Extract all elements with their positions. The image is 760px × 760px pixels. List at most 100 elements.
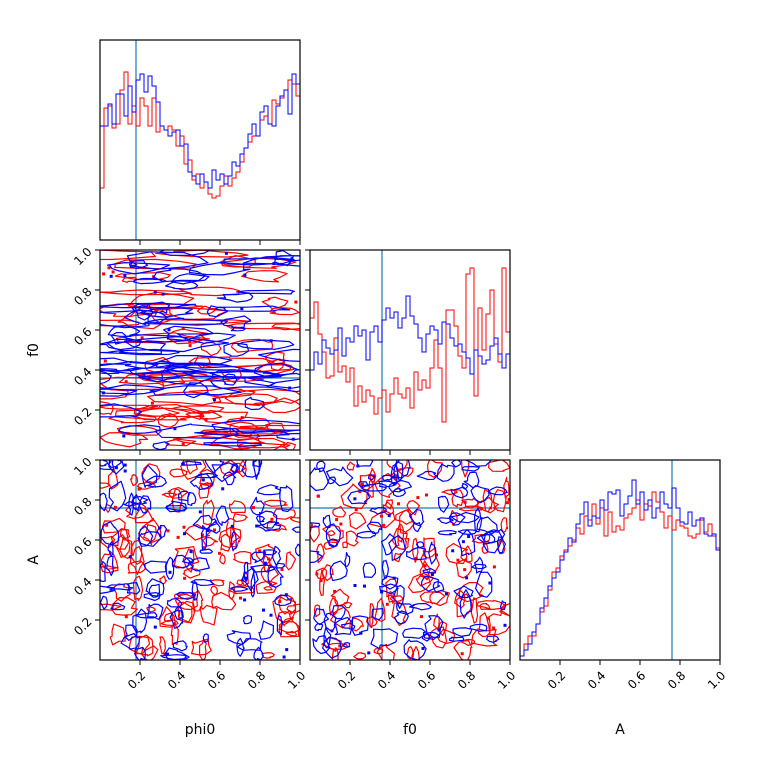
contour-red <box>184 523 213 541</box>
contour-red <box>429 590 450 607</box>
contour-blue <box>242 615 253 625</box>
contour-red <box>100 535 115 549</box>
y-tick-label: 0.4 <box>71 575 94 598</box>
contour-red <box>488 460 510 472</box>
contour-red <box>477 612 491 638</box>
contour-red <box>228 500 246 514</box>
contour-red <box>330 588 350 607</box>
contour-blue <box>250 564 276 573</box>
contour-blue <box>100 368 120 375</box>
contour-red <box>460 638 476 646</box>
contour-red <box>349 617 364 632</box>
contour-blue <box>314 623 324 632</box>
contour-red <box>158 307 229 321</box>
y-axis-label-A: A <box>26 555 42 565</box>
contour-blue <box>393 460 404 479</box>
contour-red <box>232 424 300 432</box>
contour-blue <box>312 635 331 655</box>
contour-blue <box>437 530 457 536</box>
contour-red <box>492 489 507 513</box>
contour-dot-blue <box>153 290 157 294</box>
contour-blue <box>251 551 265 564</box>
contour-blue <box>475 571 493 598</box>
contour-blue <box>408 602 432 611</box>
x-axis-label-f0: f0 <box>403 722 417 738</box>
contour-dot-blue <box>181 462 185 466</box>
contour-dot-red <box>188 344 192 348</box>
hist-phi0-blue <box>99 73 301 240</box>
contour-dot-red <box>113 505 117 509</box>
contour-red <box>129 545 145 575</box>
contour-dot-red <box>435 553 439 557</box>
contour-blue <box>171 554 191 569</box>
contour-dot-red <box>423 564 427 568</box>
contour-blue <box>100 338 142 351</box>
contour-red <box>100 401 114 416</box>
contour-dot-blue <box>158 526 162 530</box>
contour-blue <box>139 307 194 318</box>
contour-blue <box>123 334 188 343</box>
contour-blue <box>474 556 484 574</box>
contour-blue <box>145 475 167 488</box>
contour-blue <box>108 460 125 475</box>
x-tick-label: 1.0 <box>495 668 518 691</box>
contour-blue <box>208 520 221 534</box>
contour-blue <box>100 460 109 467</box>
contour-dot-red <box>420 615 423 619</box>
contour-blue <box>356 530 377 539</box>
contour-blue <box>452 627 473 638</box>
contour-dot-red <box>200 533 204 537</box>
contour-red <box>272 596 297 624</box>
contour-blue <box>145 578 165 597</box>
contour-blue <box>230 530 237 552</box>
contour-blue <box>134 303 154 321</box>
contour-blue <box>267 566 284 588</box>
contour-dot-blue <box>122 434 126 438</box>
axes-frame-f0-f0 <box>309 249 511 451</box>
x-axis-label-phi0: phi0 <box>185 722 216 738</box>
contour-dot-blue <box>359 631 363 635</box>
contour-blue <box>402 627 427 639</box>
contour-red <box>146 606 156 613</box>
contour-blue <box>135 612 158 619</box>
contour-dot-blue <box>167 328 171 332</box>
contour-blue <box>100 360 194 375</box>
contour-red <box>155 250 249 258</box>
contour-blue <box>266 378 300 393</box>
contour-blue <box>169 610 183 629</box>
contour-dot-red <box>103 359 107 363</box>
contour-blue <box>249 496 265 516</box>
contour-red <box>236 579 243 586</box>
contour-red <box>116 425 162 436</box>
contour-blue <box>457 529 478 535</box>
contour-red <box>100 482 111 489</box>
contour-red <box>100 404 158 410</box>
contour-dot-red <box>425 493 428 497</box>
contour-blue <box>191 581 199 601</box>
contour-blue <box>274 250 294 267</box>
axes-frame-A-A <box>519 459 721 661</box>
contour-dot-blue <box>198 510 202 514</box>
x-tick-label: 0.4 <box>585 668 608 691</box>
contour-dot-red <box>416 496 420 500</box>
contour-blue <box>416 470 437 481</box>
axes-frame-phi0-f0 <box>99 249 301 451</box>
contour-dot-blue <box>430 573 434 577</box>
contour-blue <box>110 602 126 611</box>
contour-dot-blue <box>269 613 273 617</box>
hist-A-red <box>519 491 721 660</box>
contour-blue <box>255 515 265 523</box>
contour-blue <box>214 305 291 312</box>
contour-red <box>173 546 200 569</box>
contour-blue <box>100 585 116 594</box>
contour-blue <box>202 633 209 643</box>
contour-dot-red <box>188 340 192 344</box>
contour-blue <box>230 463 239 474</box>
contour-red <box>332 505 347 518</box>
contour-red <box>345 530 359 547</box>
contour-dot-blue <box>123 274 127 278</box>
contour-blue <box>188 262 251 276</box>
contour-red <box>441 489 458 496</box>
contour-dot-blue <box>269 339 273 343</box>
y-tick-label: 1.0 <box>71 455 94 478</box>
